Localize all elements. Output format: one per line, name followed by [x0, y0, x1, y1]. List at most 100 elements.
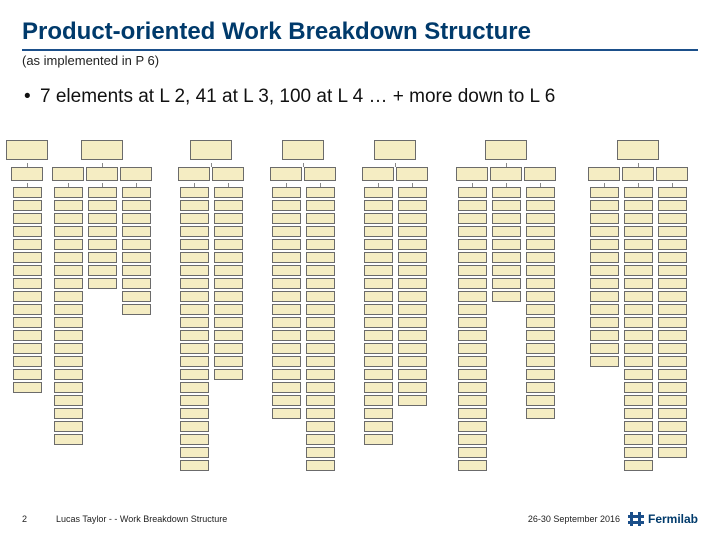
wbs-leaf-box	[180, 252, 209, 263]
wbs-leaf-box	[54, 395, 83, 406]
wbs-leaf-box	[306, 408, 335, 419]
wbs-leaf-box	[398, 317, 427, 328]
wbs-leaf-box	[658, 200, 687, 211]
wbs-leaf-box	[458, 239, 487, 250]
wbs-leaf-box	[590, 200, 619, 211]
wbs-l3-box	[524, 167, 556, 181]
wbs-leaf-box	[526, 291, 555, 302]
wbs-leaf-box	[180, 239, 209, 250]
wbs-l2-column	[6, 140, 48, 395]
wbs-leaf-box	[458, 330, 487, 341]
wbs-leaf-box	[658, 278, 687, 289]
wbs-branch	[270, 167, 302, 473]
wbs-leaf-box	[122, 187, 151, 198]
wbs-leaf-box	[458, 447, 487, 458]
wbs-leaf-box	[398, 187, 427, 198]
wbs-leaf-box	[214, 304, 243, 315]
footer-text: Lucas Taylor - - Work Breakdown Structur…	[56, 514, 528, 524]
wbs-leaf-box	[272, 356, 301, 367]
wbs-l3-box	[656, 167, 688, 181]
wbs-leaf-box	[624, 187, 653, 198]
wbs-leaf-box	[458, 343, 487, 354]
wbs-l2-box	[81, 140, 123, 160]
wbs-leaf-box	[13, 226, 42, 237]
wbs-leaf-box	[458, 265, 487, 276]
footer-date: 26-30 September 2016	[528, 514, 620, 524]
wbs-leaf-box	[624, 369, 653, 380]
wbs-leaf-box	[398, 278, 427, 289]
page-number: 2	[22, 514, 56, 524]
wbs-leaf-box	[54, 226, 83, 237]
wbs-leaf-box	[272, 343, 301, 354]
wbs-leaf-box	[122, 239, 151, 250]
wbs-leaf-box	[13, 265, 42, 276]
wbs-leaf-box	[180, 265, 209, 276]
wbs-l2-column	[52, 140, 152, 447]
wbs-leaf-box	[398, 343, 427, 354]
wbs-branch	[86, 167, 118, 447]
wbs-leaf-box	[54, 356, 83, 367]
wbs-leaf-box	[54, 200, 83, 211]
wbs-leaf-box	[364, 252, 393, 263]
wbs-branch	[52, 167, 84, 447]
wbs-leaf-box	[180, 226, 209, 237]
wbs-leaf-box	[398, 226, 427, 237]
wbs-l3-row	[588, 167, 688, 473]
wbs-leaf-box	[624, 343, 653, 354]
wbs-leaf-box	[590, 304, 619, 315]
wbs-leaf-box	[13, 330, 42, 341]
wbs-leaf-box	[458, 200, 487, 211]
wbs-leaf-box	[526, 330, 555, 341]
wbs-leaf-box	[180, 187, 209, 198]
fermilab-logo: Fermilab	[628, 512, 698, 526]
wbs-leaf-box	[364, 226, 393, 237]
wbs-leaf-box	[458, 278, 487, 289]
wbs-leaf-box	[54, 434, 83, 445]
wbs-leaf-box	[624, 356, 653, 367]
wbs-branch	[396, 167, 428, 447]
wbs-leaf-box	[658, 213, 687, 224]
wbs-leaf-box	[624, 304, 653, 315]
wbs-leaf-box	[492, 213, 521, 224]
wbs-leaf-box	[214, 213, 243, 224]
wbs-leaf-box	[214, 330, 243, 341]
wbs-leaf-box	[458, 356, 487, 367]
wbs-leaf-box	[458, 213, 487, 224]
wbs-leaf-box	[658, 317, 687, 328]
wbs-l2-box	[190, 140, 232, 160]
wbs-leaf-box	[306, 434, 335, 445]
wbs-leaf-box	[624, 382, 653, 393]
wbs-l3-box	[52, 167, 84, 181]
wbs-leaf-box	[364, 278, 393, 289]
logo-text: Fermilab	[648, 512, 698, 526]
wbs-l2-box	[485, 140, 527, 160]
wbs-leaf-box	[364, 421, 393, 432]
wbs-leaf-box	[658, 187, 687, 198]
wbs-leaf-box	[458, 187, 487, 198]
wbs-leaf-box	[214, 200, 243, 211]
wbs-l3-box	[396, 167, 428, 181]
wbs-leaf-box	[306, 278, 335, 289]
wbs-leaf-box	[306, 395, 335, 406]
wbs-leaf-box	[180, 421, 209, 432]
wbs-leaf-box	[214, 343, 243, 354]
wbs-leaf-box	[526, 200, 555, 211]
wbs-leaf-box	[590, 239, 619, 250]
wbs-leaf-box	[658, 252, 687, 263]
wbs-branch	[622, 167, 654, 473]
wbs-l3-box	[456, 167, 488, 181]
wbs-leaf-box	[624, 421, 653, 432]
wbs-leaf-box	[272, 213, 301, 224]
wbs-leaf-box	[13, 369, 42, 380]
wbs-leaf-box	[398, 382, 427, 393]
wbs-l2-column	[362, 140, 428, 447]
wbs-leaf-box	[180, 291, 209, 302]
wbs-leaf-box	[364, 317, 393, 328]
wbs-leaf-box	[364, 330, 393, 341]
wbs-leaf-box	[590, 343, 619, 354]
wbs-leaf-box	[658, 330, 687, 341]
wbs-leaf-box	[526, 187, 555, 198]
wbs-branch	[490, 167, 522, 473]
wbs-leaf-box	[88, 265, 117, 276]
wbs-leaf-box	[180, 395, 209, 406]
